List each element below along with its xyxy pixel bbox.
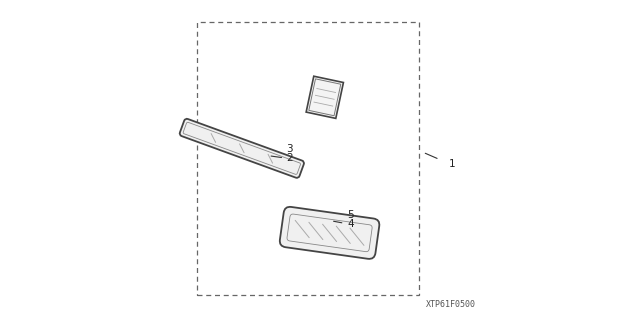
Text: 5: 5	[347, 210, 354, 220]
Text: 2: 2	[287, 153, 293, 163]
Text: 4: 4	[347, 219, 354, 229]
FancyBboxPatch shape	[280, 207, 380, 259]
Text: 3: 3	[287, 144, 293, 154]
Bar	[197, 22, 419, 295]
Bar	[306, 76, 344, 118]
Bar	[308, 79, 340, 116]
Text: 1: 1	[449, 159, 456, 169]
Text: XTP61F0500: XTP61F0500	[426, 300, 476, 309]
FancyBboxPatch shape	[180, 119, 304, 178]
